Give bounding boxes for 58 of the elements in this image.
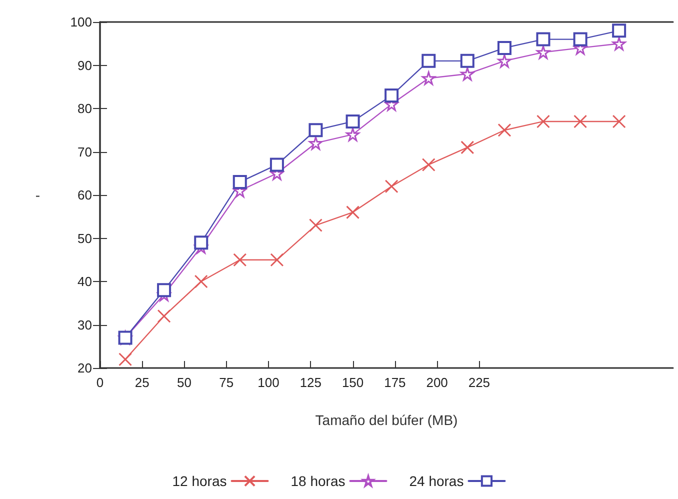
y-tick-label: 70 <box>78 144 92 160</box>
point <box>308 123 323 138</box>
point <box>270 253 284 267</box>
point <box>498 123 512 137</box>
point <box>308 136 322 150</box>
point <box>422 54 436 68</box>
x-tick-label: 0 <box>96 375 104 390</box>
point <box>460 67 474 81</box>
point <box>346 206 360 220</box>
point <box>157 309 171 323</box>
point <box>157 283 172 298</box>
point <box>497 40 512 55</box>
x-tick-label: 225 <box>468 375 490 390</box>
y-tick-label: 90 <box>78 58 92 73</box>
x-tick-label: 150 <box>342 375 364 390</box>
point <box>536 114 550 128</box>
x-tick-label: 200 <box>426 375 448 390</box>
point <box>270 158 284 172</box>
y-tick-label: 60 <box>78 188 92 202</box>
point <box>536 32 550 46</box>
point <box>232 175 247 190</box>
x-tick-label: 75 <box>219 375 234 390</box>
y-tick-label: 30 <box>78 317 92 332</box>
point <box>194 274 208 288</box>
point <box>346 114 360 128</box>
y-tick-label: 80 <box>78 101 92 116</box>
point <box>574 114 588 128</box>
point <box>612 36 626 50</box>
point <box>460 54 474 68</box>
x-tick-label: 175 <box>384 375 406 390</box>
point <box>422 71 436 85</box>
point <box>233 253 247 267</box>
point <box>612 24 626 38</box>
point <box>308 218 322 232</box>
x-tick-label: 125 <box>300 375 322 390</box>
x-tick-label: 25 <box>134 375 150 390</box>
y-tick-label: 40 <box>78 274 92 289</box>
point <box>194 236 208 250</box>
y-tick-label: 20 <box>78 360 92 376</box>
x-tick-label: 50 <box>177 375 192 390</box>
point <box>384 180 398 194</box>
legend-label: 24 horas <box>409 473 464 489</box>
y-tick-label: 100 <box>70 14 92 30</box>
point <box>536 46 550 60</box>
x-axis-title: Tamaño del búfer (MB) <box>315 412 458 428</box>
point <box>422 158 436 172</box>
point <box>573 32 588 46</box>
legend-label: 18 horas <box>290 473 346 489</box>
y-axis-title: - <box>35 187 40 203</box>
legend-label: 12 horas <box>172 473 227 489</box>
point <box>118 352 132 366</box>
x-tick-label: 100 <box>258 375 280 390</box>
y-tick-label: 50 <box>78 230 92 246</box>
point <box>498 54 512 68</box>
point <box>384 88 399 103</box>
point <box>460 140 474 154</box>
point <box>612 114 626 128</box>
point <box>346 128 360 142</box>
